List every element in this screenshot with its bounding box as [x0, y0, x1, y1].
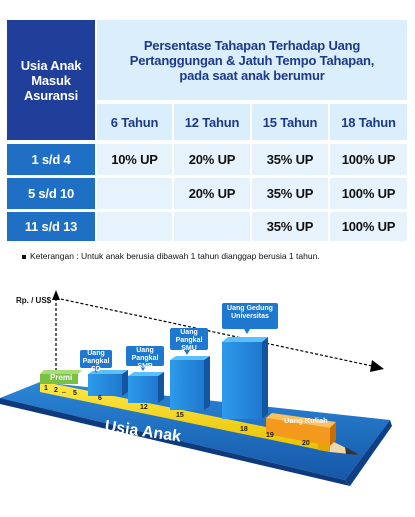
row-label: 1 s/d 4: [7, 144, 95, 175]
arrow-up-icon: [52, 290, 60, 300]
table-cell: 100% UP: [330, 178, 407, 209]
table-cell: 35% UP: [252, 144, 328, 175]
building-smp: [128, 372, 164, 403]
premi-label: Premi: [50, 373, 73, 382]
building-sd: [88, 370, 128, 396]
table-cell: 100% UP: [330, 144, 407, 175]
callout-smu: [170, 328, 208, 355]
age-col-12: 12 Tahun: [174, 104, 250, 140]
callout-smp: [126, 346, 164, 371]
label-uang-pangkal-smp: Uang Pangkal SMP: [131, 347, 159, 370]
tick-2: 2: [54, 387, 58, 394]
bullet-icon: [22, 254, 26, 259]
note-text: Keterangan : Untuk anak berusia dibawah …: [22, 251, 412, 261]
age-col-18: 18 Tahun: [330, 104, 407, 140]
benefit-table: Usia Anak Masuk Asuransi Persentase Taha…: [7, 20, 407, 241]
kuliah-block: [266, 418, 330, 446]
main-header: Persentase Tahapan Terhadap Uang Pertang…: [97, 20, 407, 100]
building-universitas: [222, 337, 268, 419]
age-col-15: 15 Tahun: [252, 104, 328, 140]
table-cell: 35% UP: [252, 212, 328, 241]
trend-dashed: [55, 297, 373, 367]
arrow-right-icon: [370, 360, 384, 372]
building-smu: [170, 356, 210, 410]
callout-universitas: [222, 303, 278, 334]
table-cell: [97, 178, 172, 209]
premi-bar: [40, 374, 78, 384]
row-label: 11 s/d 13: [7, 212, 95, 241]
tick-15: 15: [176, 412, 184, 419]
floor-plane: [0, 382, 390, 480]
tick-18: 18: [240, 426, 248, 433]
age-col-6: 6 Tahun: [97, 104, 172, 140]
table-cell: 20% UP: [174, 144, 250, 175]
callout-sd: [80, 350, 112, 373]
tick-12: 12: [140, 404, 148, 411]
table-cell: 35% UP: [252, 178, 328, 209]
kuliah-label: Uang Kuliah: [284, 416, 328, 425]
label-uang-pangkal-smu: Uang Pangkal SMU: [175, 329, 203, 352]
tick-19: 19: [266, 432, 274, 439]
y-axis-label: Rp. / US$: [16, 296, 52, 305]
tick-dots: ..: [62, 388, 66, 395]
tick-1: 1: [44, 385, 48, 392]
tick-6: 6: [98, 395, 102, 402]
ruler-pencil: [40, 381, 330, 452]
label-uang-pangkal-sd: Uang Pangkal SD: [82, 350, 110, 373]
savings-illustration: [0, 290, 392, 486]
label-uang-gedung-universitas: Uang Gedung Universitas: [227, 305, 273, 320]
table-cell: 10% UP: [97, 144, 172, 175]
tick-5: 5: [73, 390, 77, 397]
table-cell: 20% UP: [174, 178, 250, 209]
table-cell: [174, 212, 250, 241]
table-cell: [97, 212, 172, 241]
corner-header: Usia Anak Masuk Asuransi: [7, 20, 95, 140]
table-cell: 100% UP: [330, 212, 407, 241]
tick-20: 20: [302, 440, 310, 447]
row-label: 5 s/d 10: [7, 178, 95, 209]
